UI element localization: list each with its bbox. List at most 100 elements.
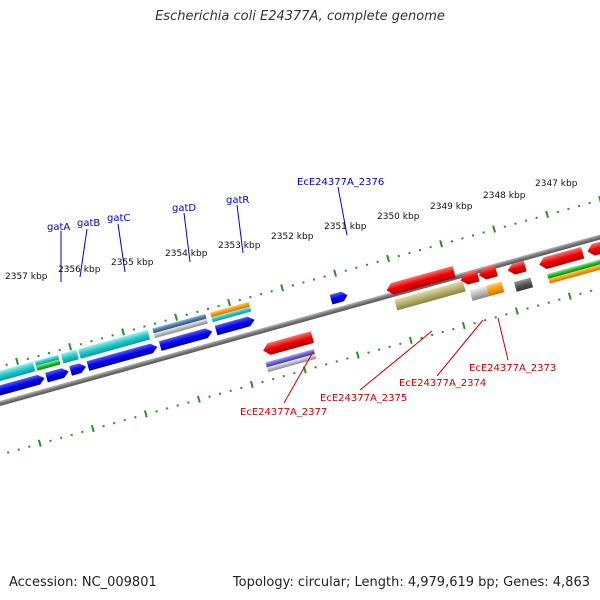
minor-tick: [47, 351, 51, 355]
minor-tick: [291, 284, 295, 287]
major-tick: [174, 313, 178, 321]
gene-block: [211, 306, 252, 323]
gene-label-gatr[interactable]: gatR: [226, 195, 249, 206]
gene-label-ece24377a-2374[interactable]: EcE24377A_2374: [399, 378, 486, 389]
minor-tick: [302, 281, 305, 284]
gene-arrow: [69, 363, 87, 376]
minor-tick: [577, 204, 581, 208]
gene-arrow: [45, 368, 69, 383]
reverse-gene-labels: EcE24377A_2377 EcE24377A_2375 EcE24377A_…: [240, 363, 556, 418]
gene-arrow: [86, 343, 158, 371]
forward-strand-genes: [0, 291, 348, 408]
minor-tick: [28, 445, 31, 448]
scale-label: 2348 kbp: [483, 191, 526, 201]
minor-tick: [164, 319, 167, 322]
minor-tick: [450, 240, 454, 243]
minor-tick: [187, 401, 190, 404]
minor-tick: [79, 342, 83, 346]
gene-arrow: [460, 269, 480, 285]
minor-tick: [367, 351, 370, 354]
gene-label-ece24377a-2376[interactable]: EcE24377A_2376: [297, 177, 384, 188]
minor-tick: [208, 395, 211, 398]
minor-tick: [100, 337, 104, 340]
minor-tick: [112, 421, 116, 425]
major-tick: [461, 322, 466, 330]
minor-tick: [26, 357, 30, 361]
minor-tick: [59, 436, 63, 440]
minor-tick: [229, 389, 232, 393]
minor-tick: [218, 392, 222, 395]
minor-tick: [58, 348, 61, 352]
minor-tick: [503, 225, 507, 228]
minor-tick: [206, 307, 210, 311]
minor-tick: [249, 295, 252, 299]
minor-tick: [111, 334, 114, 337]
gene-label-gatb[interactable]: gatB: [77, 218, 100, 229]
major-tick: [355, 351, 360, 359]
gene-block: [0, 361, 36, 395]
right-gene-cluster: [386, 232, 600, 311]
minor-tick: [259, 292, 263, 296]
gene-label-gatd[interactable]: gatD: [172, 203, 196, 214]
scale-labels: 2357 kbp 2356 kbp 2355 kbp 2354 kbp 2353…: [5, 179, 578, 282]
minor-tick: [134, 416, 137, 419]
minor-tick: [429, 245, 432, 249]
gene-label-ece24377a-2377[interactable]: EcE24377A_2377: [240, 407, 327, 418]
minor-tick: [556, 210, 560, 214]
minor-tick: [143, 325, 146, 328]
minor-tick: [430, 333, 434, 337]
major-tick: [68, 342, 73, 351]
minor-tick: [132, 328, 136, 331]
gene-label-ece24377a-2375[interactable]: EcE24377A_2375: [320, 393, 407, 404]
minor-tick: [176, 404, 179, 407]
minor-tick: [514, 222, 517, 225]
minor-tick: [155, 410, 158, 413]
gene-block: [78, 329, 151, 359]
minor-tick: [536, 304, 540, 307]
minor-tick: [346, 357, 349, 360]
gene-arrow: [539, 246, 585, 269]
gene-arrow: [329, 291, 348, 305]
minor-tick: [123, 418, 126, 422]
gene-arrow: [158, 328, 213, 351]
minor-tick: [483, 319, 487, 322]
gene-arrow: [0, 374, 45, 408]
reverse-label-lines: [283, 317, 509, 404]
minor-tick: [344, 269, 348, 272]
major-tick: [249, 380, 254, 389]
gene-block: [265, 349, 315, 368]
minor-tick: [314, 366, 317, 369]
minor-tick: [5, 363, 8, 366]
minor-tick: [261, 380, 264, 384]
minor-tick: [471, 234, 475, 237]
inner-scale-ticks: [6, 289, 593, 454]
gene-label-ece24377a-2373[interactable]: EcE24377A_2373: [469, 363, 556, 374]
minor-tick: [473, 321, 476, 325]
minor-tick: [588, 201, 591, 205]
minor-tick: [293, 371, 296, 375]
gene-block: [34, 354, 60, 366]
minor-tick: [461, 237, 464, 240]
gene-label-gata[interactable]: gatA: [47, 222, 70, 233]
minor-tick: [494, 316, 497, 319]
minor-tick: [452, 327, 455, 331]
gene-block: [152, 313, 207, 334]
minor-tick: [399, 342, 402, 346]
minor-tick: [17, 448, 20, 451]
minor-tick: [323, 275, 326, 278]
minor-tick: [271, 377, 275, 381]
minor-tick: [589, 289, 593, 293]
minor-tick: [397, 254, 401, 258]
major-tick: [90, 424, 95, 433]
gene-arrow: [386, 266, 456, 295]
accession-text: Accession: NC_009801: [9, 575, 157, 590]
gene-block: [394, 280, 466, 311]
gene-block: [153, 318, 208, 339]
gene-label-gatc[interactable]: gatC: [107, 213, 130, 224]
minor-tick: [377, 348, 381, 351]
scale-label: 2352 kbp: [271, 232, 314, 242]
scale-label: 2355 kbp: [111, 258, 154, 268]
minor-tick: [524, 219, 528, 222]
reverse-strand-genes: [263, 331, 317, 373]
